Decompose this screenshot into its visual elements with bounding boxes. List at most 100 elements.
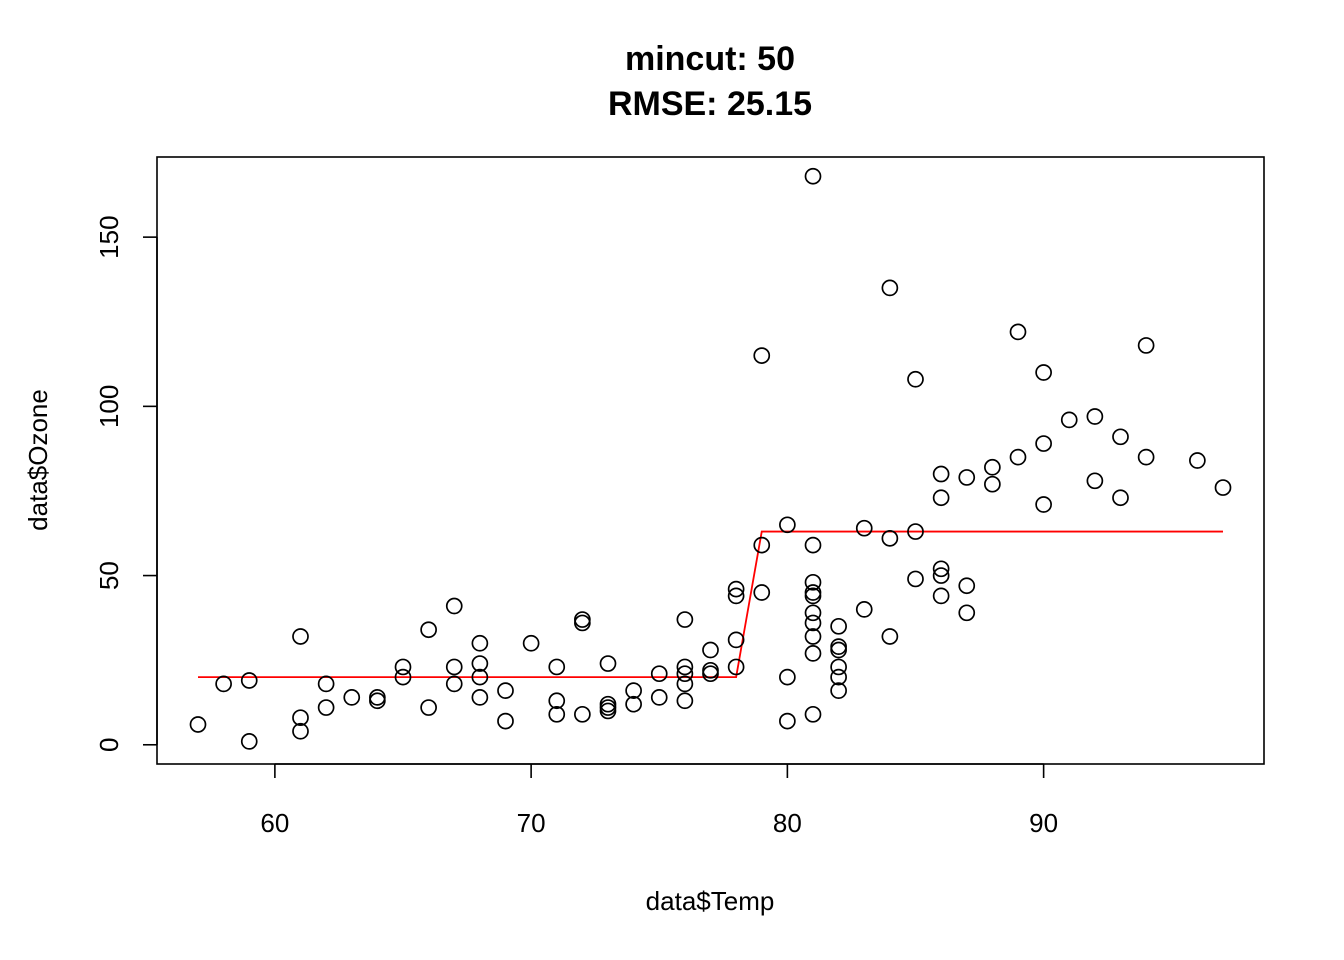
x-tick-label: 90 [1029, 808, 1058, 838]
data-point [702, 665, 719, 683]
data-point [907, 523, 924, 540]
data-point [932, 560, 950, 578]
data-point [804, 167, 822, 185]
data-point [804, 536, 822, 554]
data-point [240, 672, 258, 689]
data-point [574, 611, 591, 628]
data-point [574, 614, 591, 632]
y-tick-label: 150 [94, 215, 124, 258]
data-point [932, 587, 950, 605]
data-point [727, 580, 745, 598]
data-point [317, 699, 335, 716]
data-point [420, 699, 437, 716]
data-point [804, 584, 822, 601]
data-point [1035, 364, 1052, 381]
data-point [471, 668, 489, 686]
data-point [753, 347, 771, 364]
data-point [907, 370, 924, 388]
data-point [804, 628, 822, 645]
data-point [369, 689, 386, 706]
x-tick-label: 80 [773, 808, 802, 838]
data-point [804, 587, 822, 605]
y-tick-label: 100 [94, 385, 124, 428]
data-point [932, 465, 950, 483]
data-point [1060, 411, 1078, 429]
data-point [830, 682, 847, 699]
data-point [779, 516, 796, 534]
data-point [650, 689, 668, 706]
x-axis-label: data$Temp [646, 886, 775, 916]
y-axis-label: data$Ozone [23, 389, 53, 531]
data-point [650, 665, 668, 683]
data-point [727, 658, 745, 676]
data-point [1137, 337, 1155, 354]
data-point [1009, 448, 1027, 466]
data-point [779, 712, 796, 730]
data-point [830, 638, 847, 655]
data-point [830, 617, 847, 635]
data-point [599, 655, 617, 672]
data-point [471, 634, 489, 652]
data-point [1035, 496, 1052, 513]
data-point [394, 668, 412, 686]
data-point [1112, 489, 1129, 507]
data-point [855, 519, 873, 537]
data-point [343, 689, 361, 706]
data-point [984, 475, 1001, 493]
data-point [702, 641, 719, 659]
data-point [804, 573, 822, 591]
data-point [932, 567, 950, 584]
data-point [753, 536, 771, 554]
data-point [445, 658, 463, 676]
data-point [676, 675, 694, 693]
data-point [471, 655, 489, 672]
data-point [215, 675, 232, 693]
data-point [779, 668, 796, 686]
x-tick-label: 60 [260, 808, 289, 838]
data-point [1086, 472, 1104, 490]
fit-line-group [198, 530, 1223, 678]
points-group [189, 167, 1232, 750]
data-point [958, 577, 976, 595]
data-point [625, 695, 642, 713]
data-point [471, 689, 489, 706]
data-point [394, 658, 412, 676]
data-point [830, 641, 847, 659]
data-point [445, 675, 463, 693]
data-point [292, 628, 309, 645]
data-point [907, 570, 924, 588]
data-point [958, 604, 976, 622]
plot-frame [156, 156, 1265, 765]
data-point [548, 658, 566, 676]
data-point [958, 469, 976, 486]
data-point [599, 702, 617, 720]
data-point [676, 692, 694, 710]
data-point [804, 604, 822, 622]
data-point [830, 658, 847, 676]
y-tick-label: 50 [94, 561, 124, 590]
data-point [1009, 323, 1027, 341]
data-point [676, 611, 694, 628]
data-point [676, 658, 694, 676]
data-point [932, 489, 950, 507]
data-point [574, 705, 591, 723]
fit-line [198, 530, 1223, 678]
x-tick-label: 70 [517, 808, 546, 838]
data-point [804, 705, 822, 723]
data-point [727, 587, 745, 605]
data-point [548, 705, 566, 723]
data-point [292, 722, 309, 740]
data-point [1189, 452, 1206, 469]
data-point [369, 692, 386, 710]
data-point [1214, 479, 1232, 496]
data-point [702, 661, 719, 679]
data-point [984, 458, 1001, 476]
data-point [1035, 435, 1052, 452]
data-point [753, 584, 771, 601]
data-point [189, 716, 207, 733]
data-point [1112, 428, 1129, 446]
data-point [830, 668, 847, 686]
data-point [445, 597, 463, 615]
data-point [625, 682, 642, 699]
